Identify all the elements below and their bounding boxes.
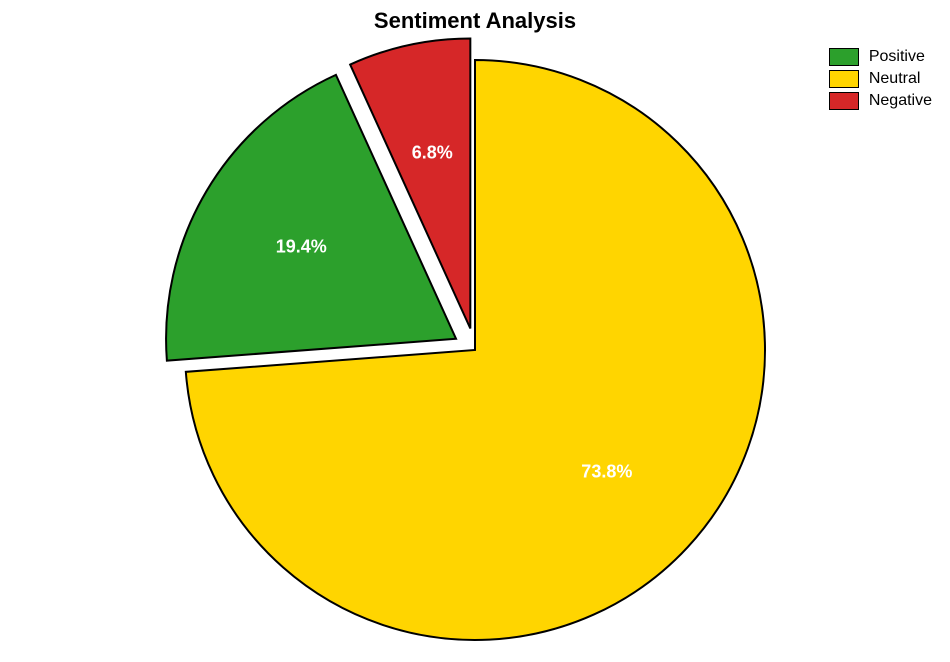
legend-item-positive: Positive — [829, 48, 932, 66]
pie-chart — [0, 0, 950, 662]
legend-swatch-positive — [829, 48, 859, 66]
legend: Positive Neutral Negative — [829, 48, 932, 114]
legend-swatch-negative — [829, 92, 859, 110]
legend-label-positive: Positive — [869, 48, 925, 66]
legend-item-negative: Negative — [829, 92, 932, 110]
chart-container: Sentiment Analysis 73.8%19.4%6.8% Positi… — [0, 0, 950, 662]
legend-swatch-neutral — [829, 70, 859, 88]
pct-label-neutral: 73.8% — [581, 462, 632, 483]
pct-label-positive: 19.4% — [276, 237, 327, 258]
legend-label-negative: Negative — [869, 92, 932, 110]
legend-item-neutral: Neutral — [829, 70, 932, 88]
legend-label-neutral: Neutral — [869, 70, 921, 88]
pct-label-negative: 6.8% — [412, 142, 453, 163]
